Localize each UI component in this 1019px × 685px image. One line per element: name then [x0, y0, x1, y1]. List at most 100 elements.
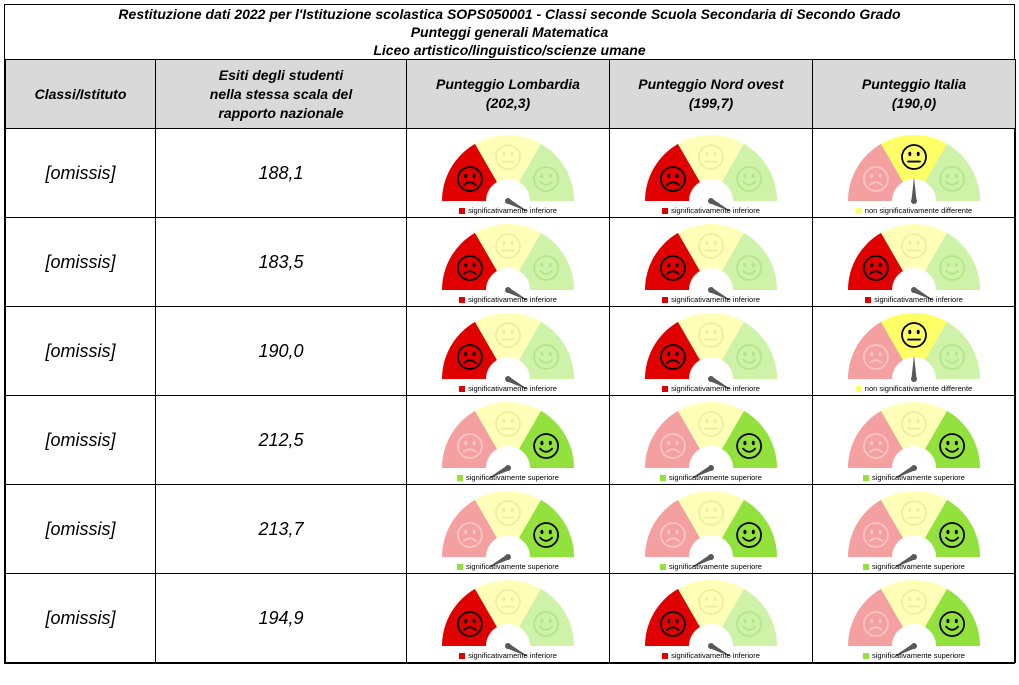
gauge-segment-red: [442, 499, 497, 557]
neutral-face-icon: [495, 233, 521, 259]
sad-face-icon: [456, 166, 483, 192]
gauge-chart: [828, 398, 1000, 482]
legend-square-icon: [660, 475, 667, 482]
legend-text: non significativamente differente: [864, 206, 973, 215]
gauge-needle: [709, 643, 733, 658]
happy-face-icon: [533, 166, 560, 192]
gauge-segment-green: [722, 499, 777, 557]
gauge-segment-green: [722, 143, 777, 201]
happy-face-icon: [533, 522, 560, 548]
sad-face-icon: [862, 255, 889, 281]
gauge-segment-red: [645, 499, 700, 557]
results-sheet: Restituzione dati 2022 per l'Istituzione…: [4, 4, 1016, 664]
class-label: [omissis]: [5, 306, 156, 396]
happy-face-icon: [533, 433, 560, 459]
gauge-needle: [892, 465, 916, 480]
gauge-nord-ovest: significativamente superiore: [609, 484, 813, 574]
sad-face-icon: [456, 255, 483, 281]
gauge-segment-green: [925, 321, 980, 379]
legend-square-icon: [459, 208, 466, 215]
gauge-legend: significativamente superiore: [813, 650, 1015, 662]
legend-text: significativamente inferiore: [671, 651, 760, 660]
gauge-needle: [506, 376, 530, 391]
gauge-lombardia: significativamente inferiore: [406, 306, 610, 396]
gauge-segment-red: [848, 588, 903, 646]
legend-text: significativamente inferiore: [468, 384, 557, 393]
gauge-segment-green: [925, 588, 980, 646]
gauge-needle: [486, 554, 510, 569]
neutral-face-icon: [495, 411, 521, 437]
neutral-face-icon: [495, 500, 521, 526]
neutral-face-icon: [901, 589, 927, 615]
gauge-segment-red: [645, 588, 700, 646]
sad-face-icon: [456, 433, 483, 459]
gauge-segment-green: [722, 588, 777, 646]
header-row: Classi/Istituto Esiti degli studenti nel…: [5, 59, 1016, 129]
gauge-legend: significativamente inferiore: [610, 383, 812, 395]
gauge-segment-yellow: [475, 313, 541, 360]
gauge-legend: significativamente superiore: [407, 561, 609, 573]
gauge-nord-ovest: significativamente inferiore: [609, 128, 813, 218]
gauge-needle: [486, 465, 510, 480]
student-score: 212,5: [155, 395, 407, 485]
gauge-chart: [625, 131, 797, 215]
legend-square-icon: [457, 475, 464, 482]
gauge-segment-red: [848, 321, 903, 379]
header-nord-ovest: Punteggio Nord ovest (199,7): [609, 59, 813, 129]
happy-face-icon: [939, 166, 966, 192]
legend-text: significativamente superiore: [669, 562, 762, 571]
gauge-segment-yellow: [881, 135, 947, 182]
gauge-chart: [422, 398, 594, 482]
gauge-legend: significativamente superiore: [813, 472, 1015, 484]
happy-face-icon: [736, 255, 763, 281]
gauge-segment-red: [442, 321, 497, 379]
legend-square-icon: [459, 386, 466, 393]
gauge-segment-red: [645, 321, 700, 379]
happy-face-icon: [939, 611, 966, 637]
neutral-face-icon: [698, 322, 724, 348]
gauge-nord-ovest: significativamente superiore: [609, 395, 813, 485]
student-score: 213,7: [155, 484, 407, 574]
happy-face-icon: [939, 522, 966, 548]
gauge-segment-green: [519, 321, 574, 379]
gauge-needle: [911, 177, 917, 201]
neutral-face-icon: [698, 411, 724, 437]
gauge-needle: [892, 554, 916, 569]
title-line-2: Punteggi generali Matematica: [410, 24, 609, 40]
neutral-face-icon: [901, 500, 927, 526]
gauge-segment-yellow: [881, 402, 947, 449]
gauge-nord-ovest: significativamente inferiore: [609, 217, 813, 307]
happy-face-icon: [533, 611, 560, 637]
gauge-segment-red: [442, 232, 497, 290]
neutral-face-icon: [495, 322, 521, 348]
gauge-segment-green: [519, 499, 574, 557]
gauge-segment-green: [925, 232, 980, 290]
gauge-legend: non significativamente differente: [813, 205, 1015, 217]
gauge-segment-green: [925, 410, 980, 468]
gauge-italia: non significativamente differente: [812, 306, 1016, 396]
legend-text: significativamente inferiore: [468, 651, 557, 660]
sad-face-icon: [862, 166, 889, 192]
gauge-needle: [689, 554, 713, 569]
legend-square-icon: [855, 386, 862, 393]
gauge-lombardia: significativamente inferiore: [406, 573, 610, 663]
gauge-needle: [506, 643, 530, 658]
gauge-legend: significativamente superiore: [610, 561, 812, 573]
legend-square-icon: [662, 297, 669, 304]
neutral-face-icon: [698, 500, 724, 526]
gauge-legend: significativamente inferiore: [407, 383, 609, 395]
gauge-segment-yellow: [475, 135, 541, 182]
legend-square-icon: [662, 653, 669, 660]
sad-face-icon: [659, 611, 686, 637]
gauge-chart: [422, 487, 594, 571]
gauge-segment-red: [848, 232, 903, 290]
sad-face-icon: [456, 522, 483, 548]
gauge-segment-green: [519, 143, 574, 201]
happy-face-icon: [939, 433, 966, 459]
header-italia: Punteggio Italia (190,0): [812, 59, 1016, 129]
gauge-lombardia: significativamente superiore: [406, 395, 610, 485]
happy-face-icon: [533, 255, 560, 281]
student-score: 190,0: [155, 306, 407, 396]
gauge-segment-red: [442, 410, 497, 468]
gauge-legend: significativamente inferiore: [407, 205, 609, 217]
